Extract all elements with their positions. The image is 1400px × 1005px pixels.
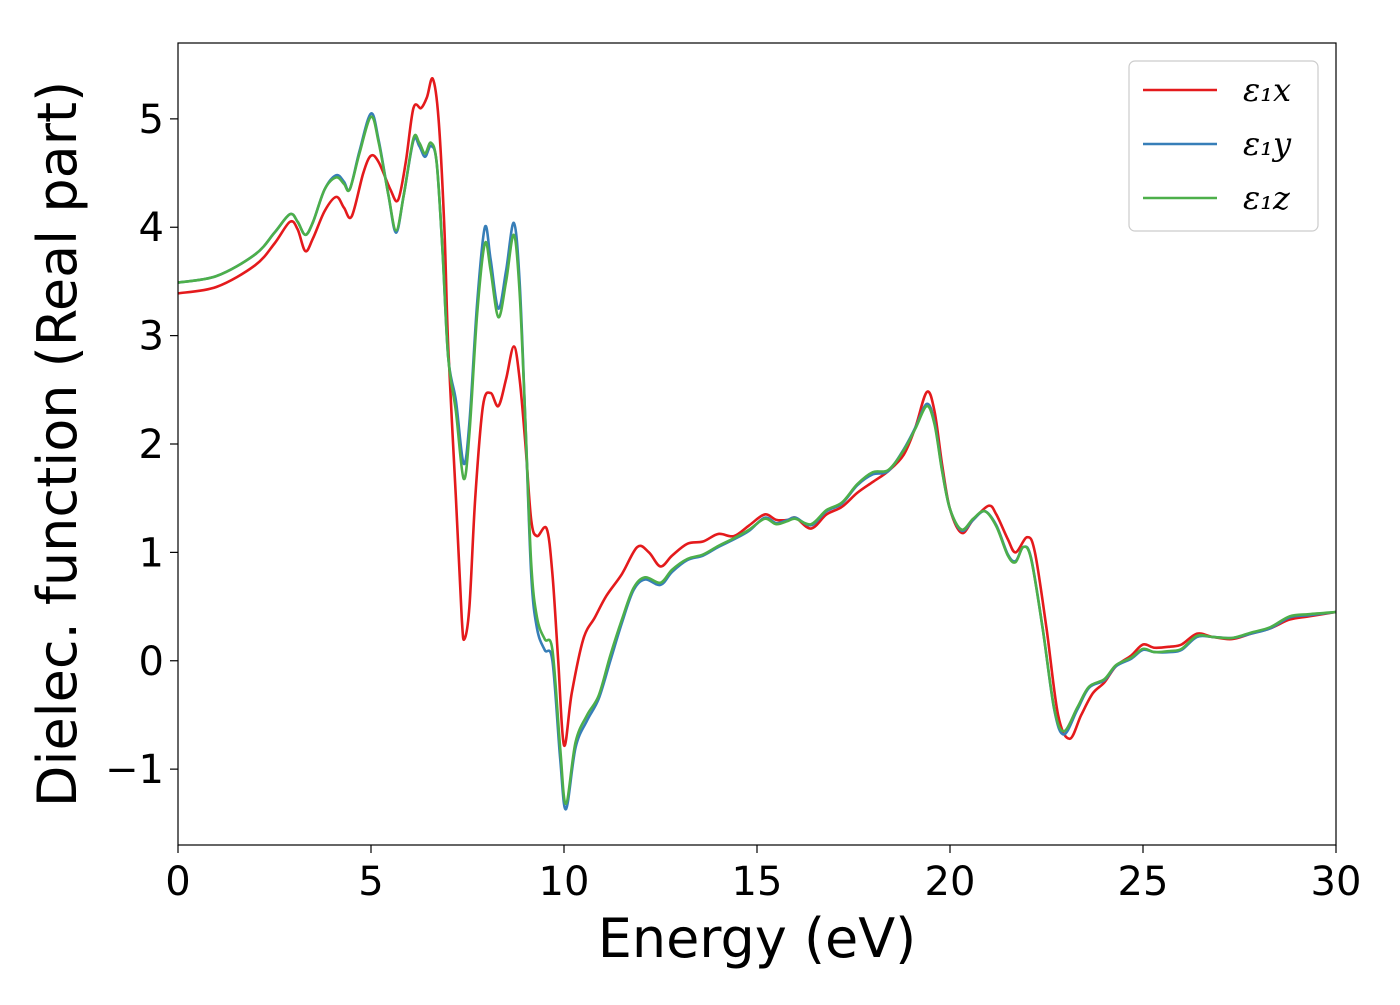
y-tick-label: 0 xyxy=(139,639,164,685)
legend-label-2: ε₁z xyxy=(1243,179,1291,217)
legend-label-0: ε₁x xyxy=(1243,71,1291,109)
legend-box xyxy=(1128,60,1319,232)
x-tick-label: 10 xyxy=(539,859,590,905)
legend: ε₁x ε₁y ε₁z xyxy=(1128,60,1319,232)
x-tick-label: 20 xyxy=(925,859,976,905)
series-line-2 xyxy=(177,115,1337,806)
series-line-0 xyxy=(177,77,1337,747)
x-tick-label: 25 xyxy=(1118,859,1169,905)
y-tick-label: 1 xyxy=(139,530,164,576)
x-tick-label: 5 xyxy=(358,859,383,905)
x-tick-label: 15 xyxy=(732,859,783,905)
y-tick-label: 2 xyxy=(139,422,164,468)
y-tick-label: 4 xyxy=(139,205,164,251)
legend-label-1: ε₁y xyxy=(1243,125,1292,163)
y-tick-label: 5 xyxy=(139,97,164,143)
y-tick-label: −1 xyxy=(105,747,164,793)
x-axis: 0 5 10 15 20 25 30 xyxy=(165,845,1361,905)
x-tick-label: 0 xyxy=(165,859,190,905)
y-axis-label: Dielec. function (Real part) xyxy=(26,81,89,807)
x-axis-label: Energy (eV) xyxy=(598,907,917,970)
y-axis: −1 0 1 2 3 4 5 xyxy=(105,97,178,793)
y-tick-label: 3 xyxy=(139,314,164,360)
x-tick-label: 30 xyxy=(1311,859,1362,905)
series-layer xyxy=(177,77,1337,811)
